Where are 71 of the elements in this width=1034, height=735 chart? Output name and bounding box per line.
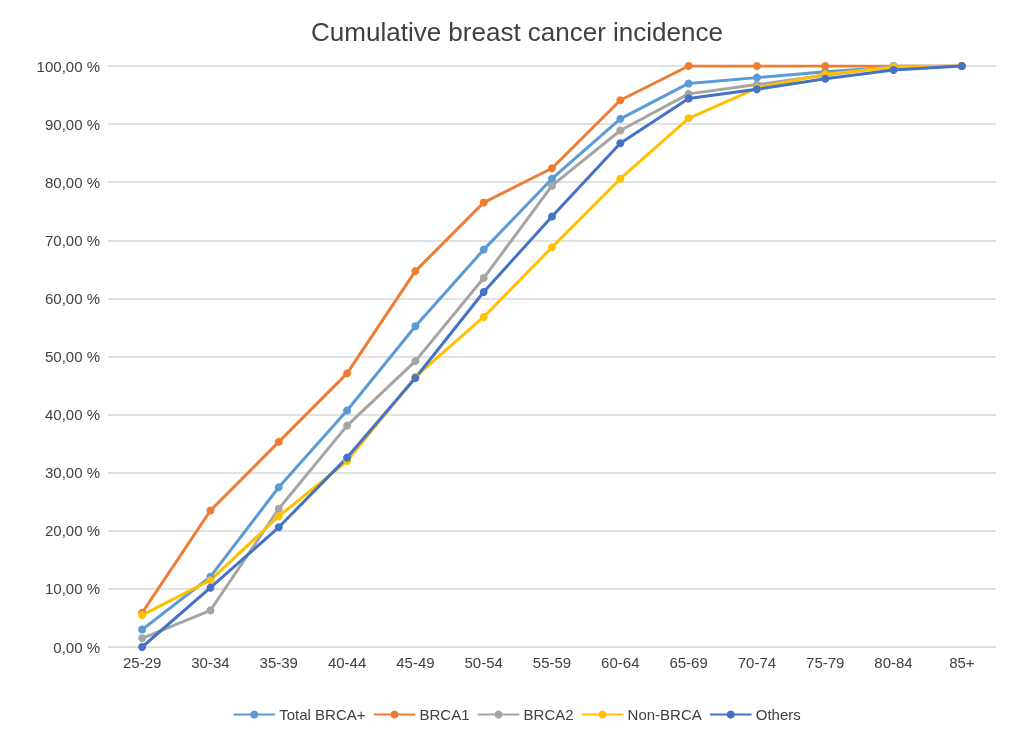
y-tick-label: 100,00 % [36, 57, 100, 75]
point [548, 164, 556, 173]
point [548, 181, 556, 190]
point [548, 243, 556, 252]
x-tick-label: 50-54 [464, 654, 503, 671]
y-tick-label: 80,00 % [44, 173, 100, 191]
point [684, 62, 693, 70]
point [138, 643, 147, 651]
y-tick-label: 60,00 % [44, 289, 100, 307]
point [616, 114, 625, 123]
x-tick-label: 40-44 [327, 654, 367, 671]
point [274, 437, 283, 446]
x-tick-label: 70-74 [737, 654, 777, 671]
point [616, 139, 625, 148]
point [752, 73, 761, 82]
y-tick-label: 70,00 % [44, 231, 100, 249]
point [274, 483, 283, 492]
chart-title: Cumulative breast cancer incidence [311, 17, 723, 47]
x-tick-label: 85+ [949, 654, 975, 671]
point [206, 576, 215, 585]
point [343, 406, 352, 415]
point [411, 357, 420, 366]
y-tick-label: 40,00 % [44, 406, 100, 424]
point [343, 421, 352, 430]
point [616, 96, 625, 105]
x-tick-label: 80-84 [874, 654, 913, 671]
y-tick-label: 0,00 % [53, 638, 100, 656]
point [616, 126, 625, 135]
x-tick-label: 60-64 [601, 654, 640, 671]
x-tick-label: 65-69 [669, 654, 708, 671]
point [548, 174, 556, 183]
point [684, 94, 693, 103]
x-tick-label: 35-39 [259, 654, 298, 671]
point [479, 288, 488, 297]
point [206, 606, 215, 615]
x-tick-label: 75-79 [806, 654, 845, 671]
x-tick-label: 45-49 [396, 654, 435, 671]
point [479, 245, 488, 254]
point [479, 198, 488, 207]
point [138, 625, 147, 634]
x-tick-label: 25-29 [122, 654, 162, 671]
y-tick-label: 50,00 % [44, 348, 100, 365]
point [821, 62, 830, 70]
x-tick-label: 55-59 [532, 654, 572, 671]
x-tick-label: 30-34 [191, 654, 230, 671]
y-tick-label: 30,00 % [44, 464, 100, 482]
point [138, 634, 147, 643]
point [206, 583, 215, 592]
point [479, 312, 488, 321]
point [616, 174, 625, 183]
legend-label: BRCA2 [523, 706, 574, 723]
point [343, 369, 352, 378]
point [684, 79, 693, 88]
point [343, 453, 352, 462]
y-tick-label: 10,00 % [44, 580, 100, 598]
point [274, 512, 283, 521]
point [411, 322, 420, 331]
legend-label: BRCA1 [419, 706, 470, 723]
legend-label: Others [755, 706, 801, 723]
point [548, 212, 556, 221]
point [411, 267, 420, 276]
y-tick-label: 90,00 % [44, 115, 100, 133]
point [274, 504, 283, 513]
legend-label: Total BRCA+ [279, 706, 366, 723]
point [274, 523, 283, 532]
legend-label: Non-BRCA [627, 706, 702, 723]
point [752, 62, 761, 70]
point [479, 274, 488, 283]
point [684, 114, 693, 123]
y-tick-label: 20,00 % [44, 522, 100, 540]
point [206, 506, 215, 515]
